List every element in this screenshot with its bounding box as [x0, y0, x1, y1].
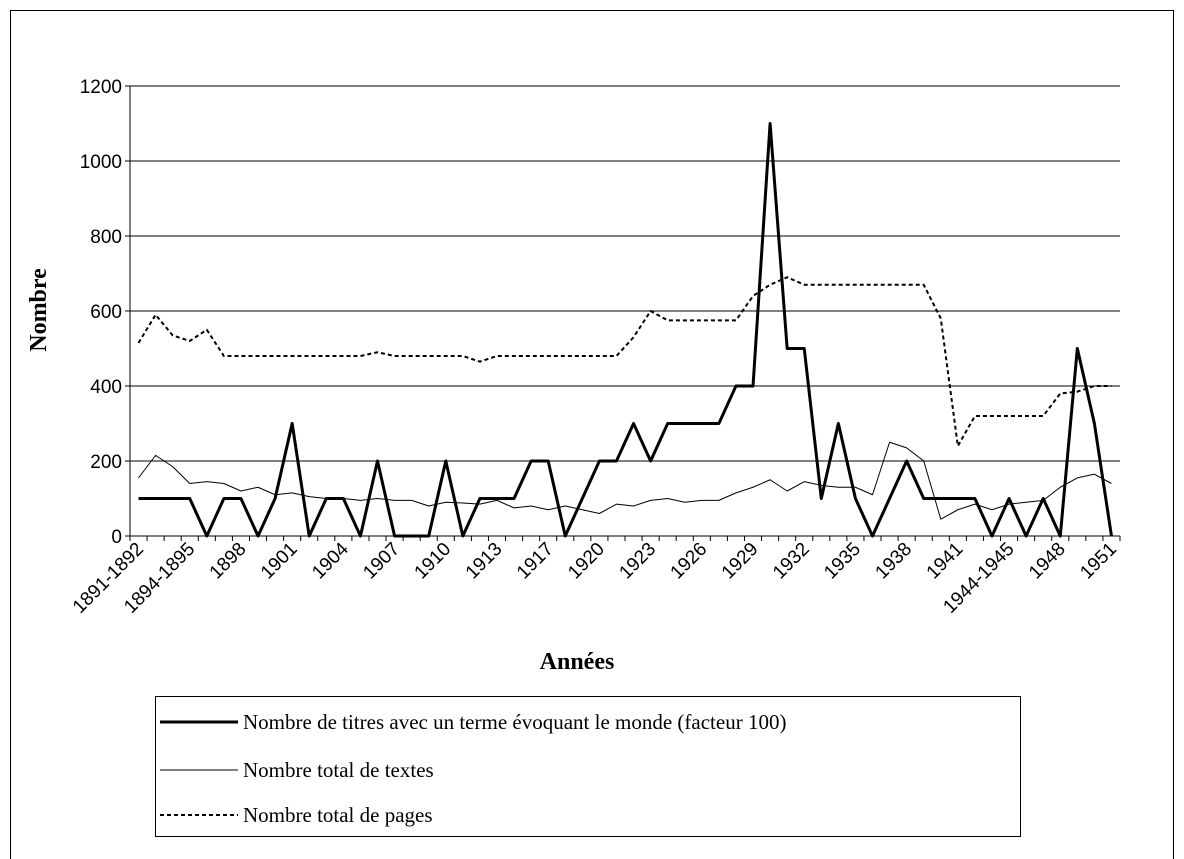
legend-label: Nombre total de pages	[243, 803, 433, 827]
legend-label: Nombre de titres avec un terme évoquant …	[243, 710, 786, 734]
x-tick-label: 1901	[257, 539, 302, 584]
x-tick-label: 1929	[718, 539, 763, 584]
series-line	[137, 276, 1112, 447]
y-tick-label: 1200	[80, 77, 122, 98]
y-tick-label: 1000	[80, 152, 122, 173]
legend-label: Nombre total de textes	[243, 758, 434, 782]
x-tick-label: 1910	[411, 539, 456, 584]
y-tick-label: 0	[111, 527, 122, 548]
y-tick-label: 800	[90, 227, 122, 248]
y-tick-label: 400	[90, 377, 122, 398]
x-tick-label: 1920	[564, 539, 609, 584]
x-tick-label: 1904	[308, 538, 353, 583]
x-tick-label: 1917	[513, 539, 558, 584]
x-axis-label: Années	[540, 649, 615, 675]
y-tick-label: 600	[90, 302, 122, 323]
legend	[155, 696, 1021, 837]
x-tick-label: 1926	[667, 539, 712, 584]
x-tick-label: 1948	[1025, 539, 1070, 584]
x-tick-label: 1898	[206, 539, 251, 584]
x-tick-label: 1913	[462, 539, 507, 584]
x-tick-label: 1938	[871, 539, 916, 584]
x-tick-label: 1932	[769, 539, 814, 584]
x-tick-label: 1951	[1076, 539, 1121, 584]
chart-border	[10, 10, 1174, 859]
y-tick-label: 200	[90, 452, 122, 473]
x-tick-label: 1923	[615, 539, 660, 584]
y-axis-label: Nombre	[26, 268, 52, 352]
x-tick-label: 1935	[820, 539, 865, 584]
series-line	[138, 122, 1113, 538]
x-tick-label: 1907	[359, 539, 404, 584]
x-tick-label: 1941	[923, 539, 968, 584]
series-line	[138, 441, 1112, 520]
